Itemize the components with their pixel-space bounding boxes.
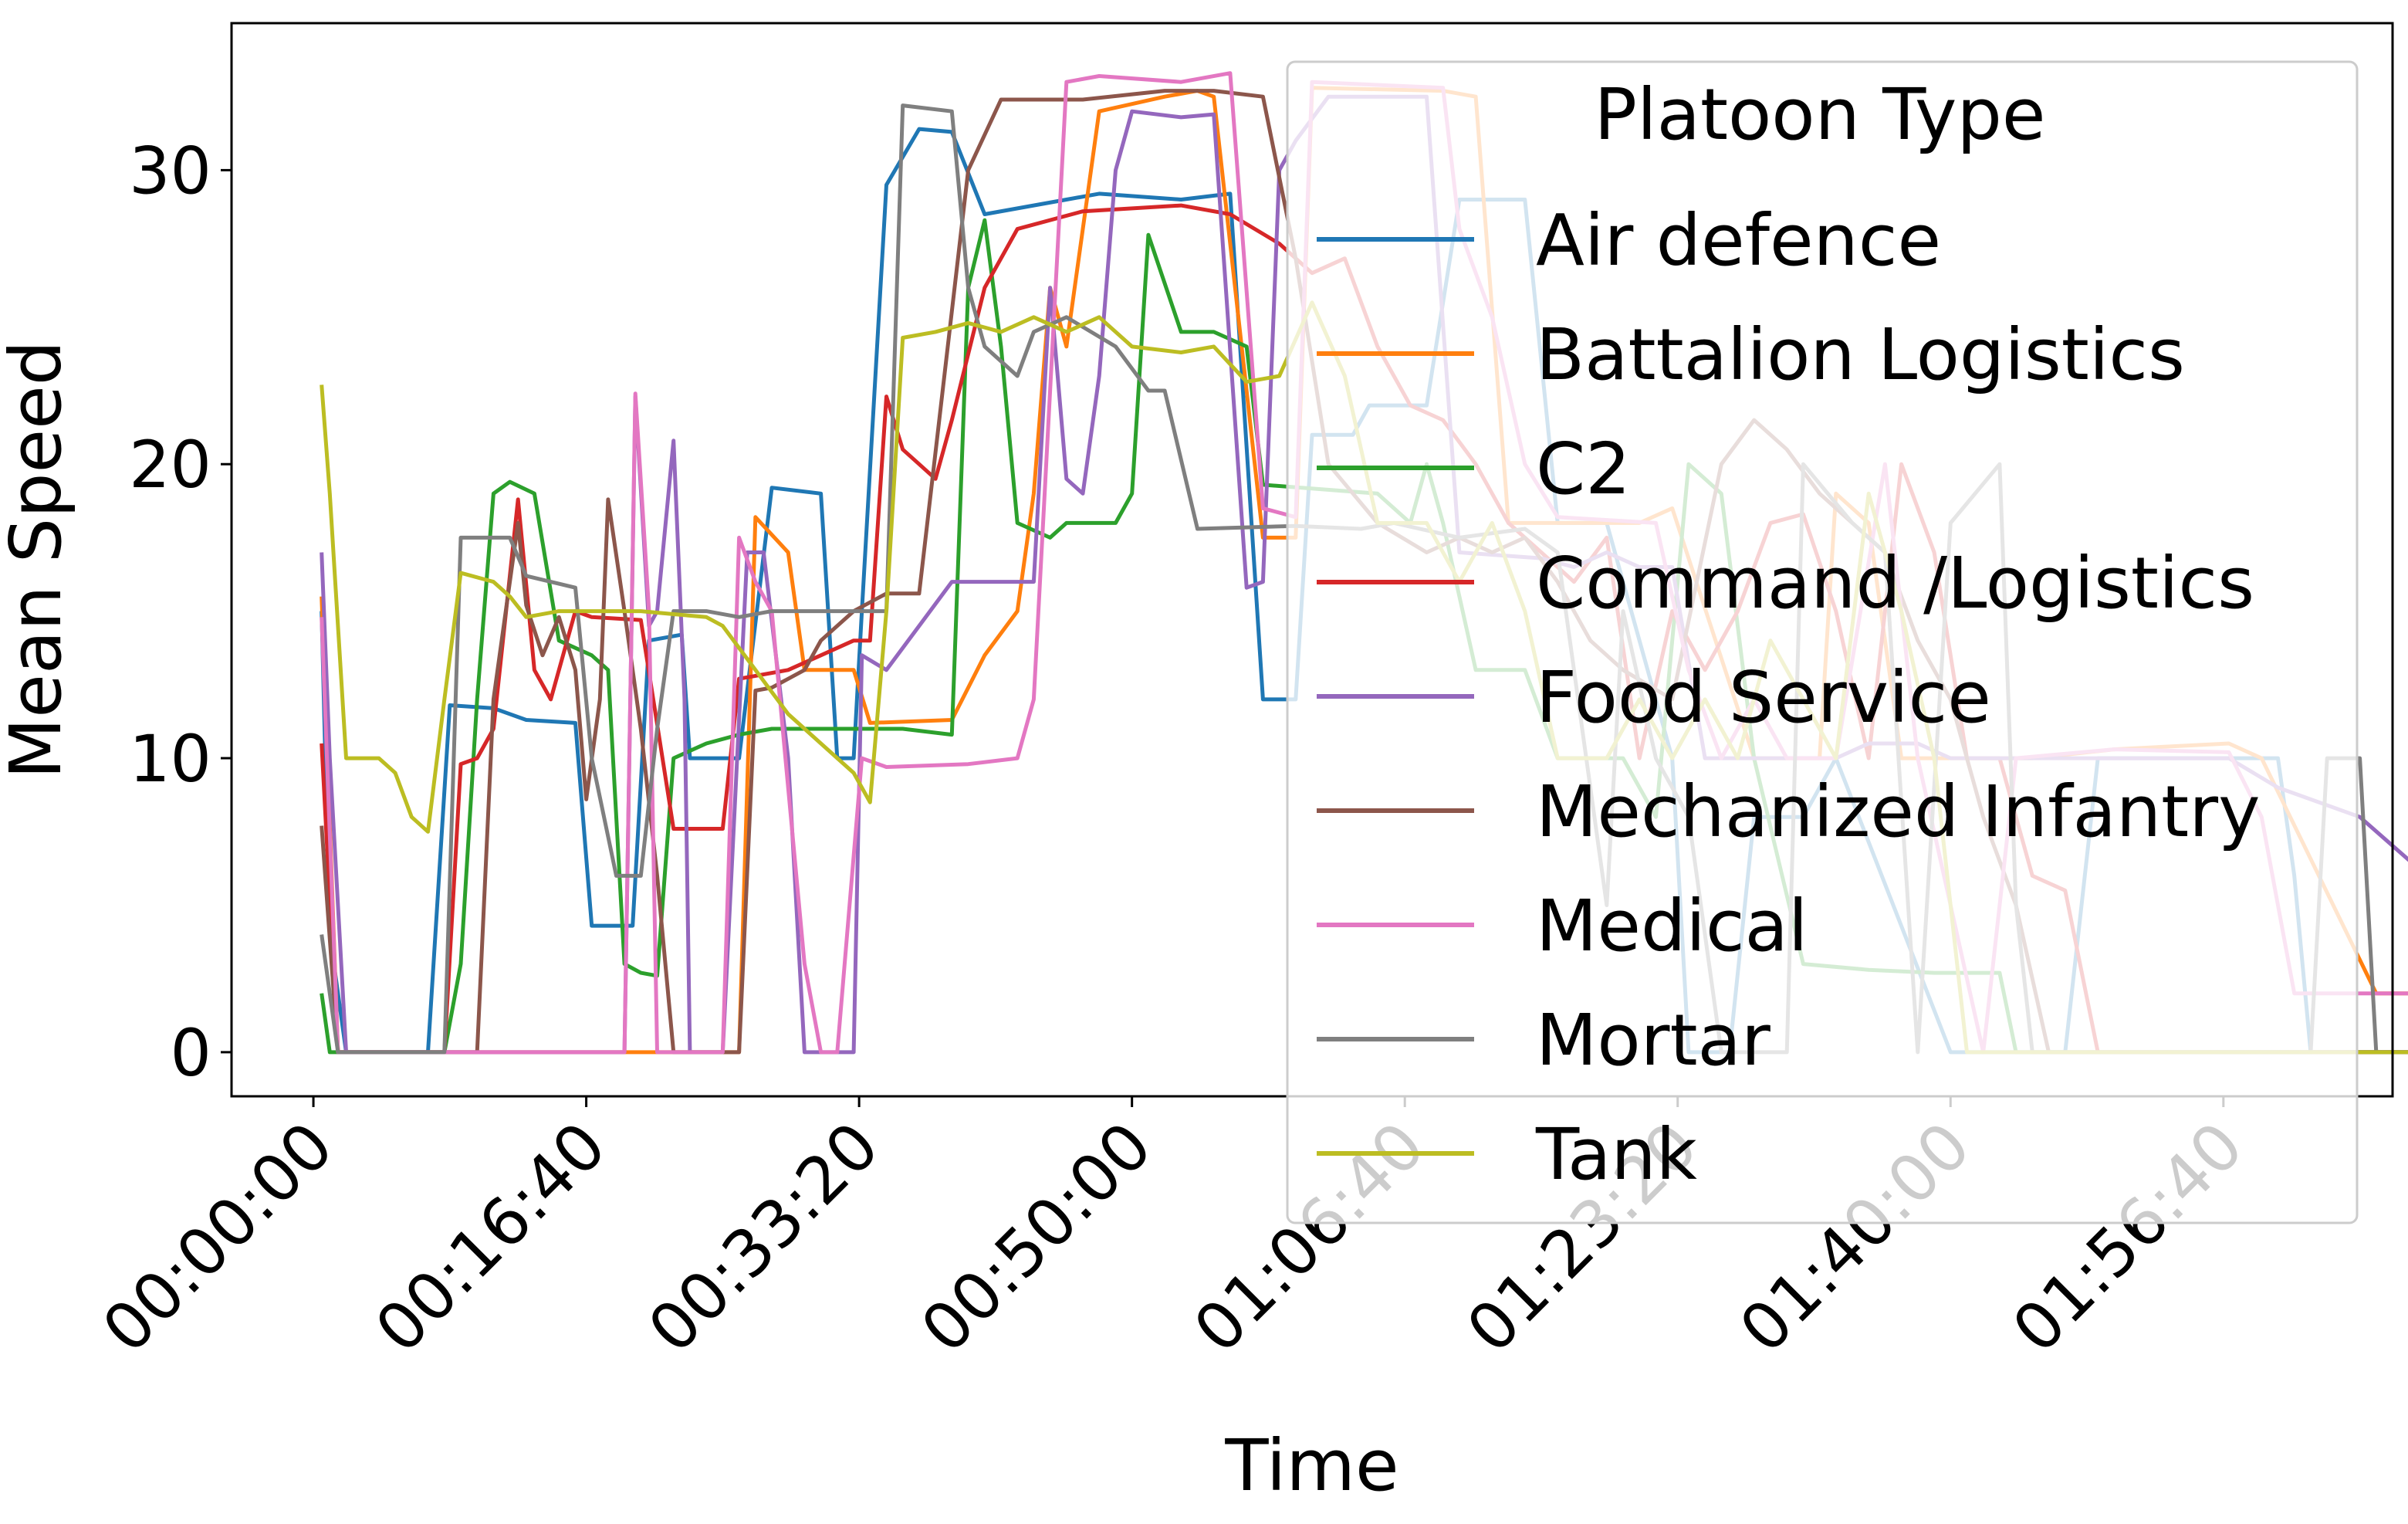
legend-label-battalion-logistics: Battalion Logistics <box>1536 313 2185 396</box>
legend-title: Platoon Type <box>1595 73 2046 156</box>
legend-label-c2: C2 <box>1536 428 1631 510</box>
series-layer <box>320 71 2408 1055</box>
legend-label-tank: Tank <box>1535 1113 1698 1196</box>
x-tick-label: 00:00:00 <box>88 1108 347 1367</box>
legend-label-command-logistics: Command /Logistics <box>1536 542 2254 625</box>
legend-label-mechanized-infantry: Mechanized Infantry <box>1536 770 2261 853</box>
legend: Platoon Type Air defence Battalion Logist… <box>1286 60 2359 1224</box>
legend-label-medical: Medical <box>1536 885 1808 967</box>
x-tick-label: 00:50:00 <box>907 1108 1166 1367</box>
legend-box <box>1286 60 2359 1224</box>
legend-items: Air defence Battalion Logistics C2 Command … <box>1317 199 2261 1196</box>
x-tick-label: 00:33:20 <box>634 1108 893 1367</box>
legend-label-mortar: Mortar <box>1536 999 1770 1082</box>
x-axis-title: Time <box>1224 1424 1398 1507</box>
y-tick-label: 20 <box>129 427 211 503</box>
legend-label-air-defence: Air defence <box>1536 199 1941 282</box>
y-axis-title: Mean Speed <box>0 340 77 779</box>
legend-label-food-service: Food Service <box>1536 656 1991 739</box>
y-tick-label: 10 <box>129 721 211 797</box>
y-tick-label: 30 <box>129 133 211 208</box>
y-tick-label: 0 <box>171 1015 211 1091</box>
x-tick-label: 00:16:40 <box>361 1108 621 1367</box>
y-axis: 0 10 20 30 <box>129 133 232 1091</box>
